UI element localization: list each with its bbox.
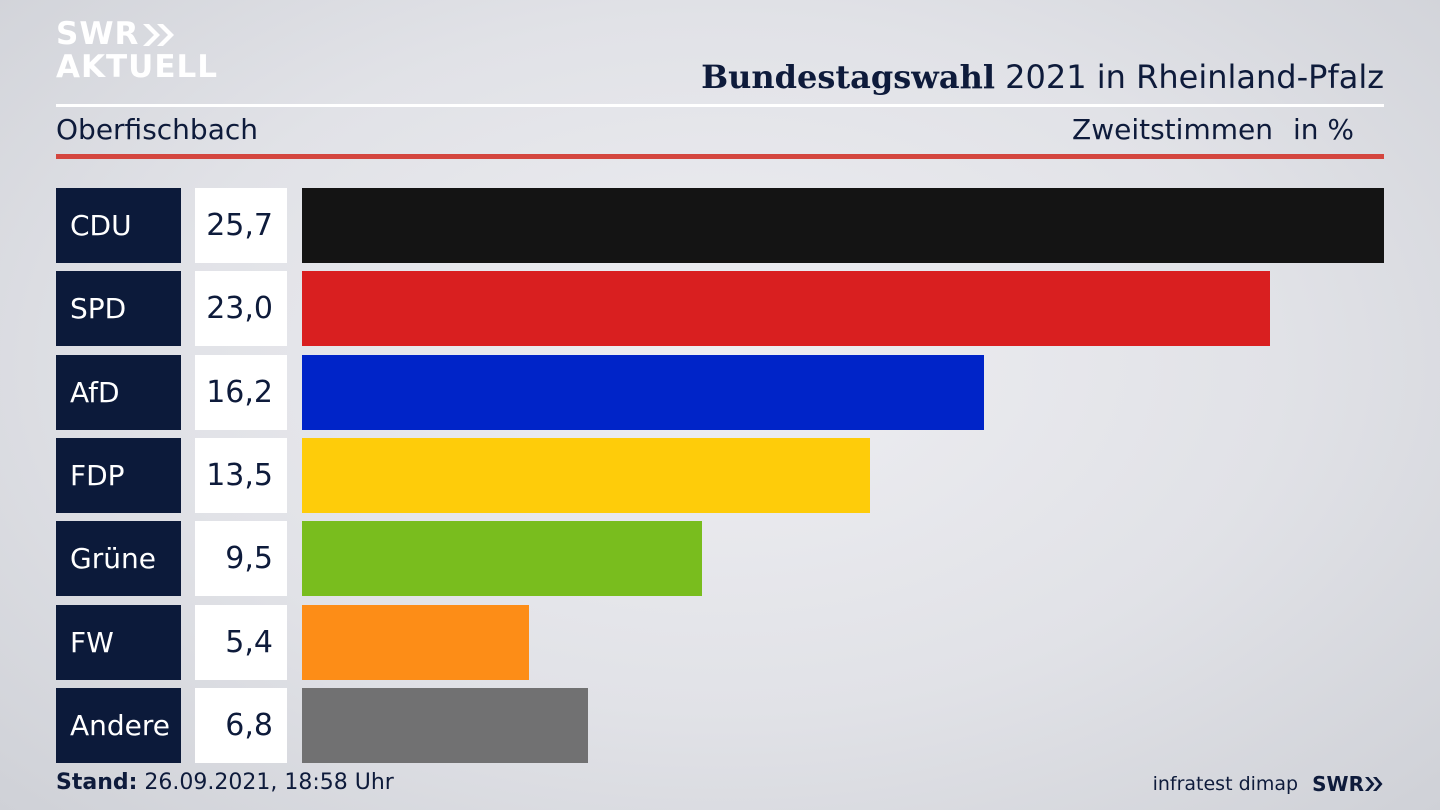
- party-label: Grüne: [56, 521, 181, 597]
- unit-label: in %: [1292, 113, 1354, 146]
- accent-divider: [56, 154, 1384, 159]
- bar-row: Andere 6,8: [56, 687, 1384, 763]
- value-label: 16,2: [195, 354, 287, 430]
- bar: [302, 271, 1271, 347]
- value-label: 13,5: [195, 437, 287, 513]
- party-label: FDP: [56, 437, 181, 513]
- bar-row: CDU 25,7: [56, 188, 1384, 263]
- bar: [302, 687, 589, 763]
- party-label: CDU: [56, 188, 181, 263]
- bar: [302, 437, 871, 513]
- value-label: 23,0: [195, 271, 287, 347]
- bar: [302, 188, 1384, 263]
- stand-value: 26.09.2021, 18:58 Uhr: [137, 770, 394, 795]
- bar: [302, 604, 530, 680]
- timestamp: Stand: 26.09.2021, 18:58 Uhr: [56, 770, 394, 795]
- bar-row: FDP 13,5: [56, 437, 1384, 513]
- swr-aktuell-logo: SWR AKTUELL: [56, 18, 218, 84]
- bar-row: Grüne 9,5: [56, 521, 1384, 597]
- measure-unit-label: Zweitstimmen in %: [1072, 113, 1354, 146]
- value-label: 25,7: [195, 188, 287, 263]
- stand-label: Stand:: [56, 770, 138, 795]
- swr-small-text: SWR: [1312, 772, 1364, 796]
- bar-row: FW 5,4: [56, 604, 1384, 680]
- party-label: Andere: [56, 687, 181, 763]
- party-label: AfD: [56, 354, 181, 430]
- location-label: Oberfischbach: [56, 113, 258, 146]
- party-label: FW: [56, 604, 181, 680]
- logo-line2: AKTUELL: [56, 49, 219, 85]
- bar: [302, 354, 985, 430]
- double-chevron-icon: [143, 23, 175, 46]
- source-credit: infratest dimap SWR: [1153, 772, 1384, 796]
- bar-row: AfD 16,2: [56, 354, 1384, 430]
- title-rest: 2021 in Rheinland-Pfalz: [995, 58, 1384, 96]
- double-chevron-icon: [1365, 777, 1383, 791]
- bar-row: SPD 23,0: [56, 271, 1384, 347]
- value-label: 6,8: [195, 687, 287, 763]
- title-bold: Bundestagswahl: [701, 58, 995, 96]
- party-label: SPD: [56, 271, 181, 347]
- header-divider: [56, 104, 1384, 107]
- chart-title: Bundestagswahl 2021 in Rheinland-Pfalz: [701, 58, 1384, 96]
- bar: [302, 521, 702, 597]
- measure-label: Zweitstimmen: [1072, 113, 1273, 146]
- swr-small-logo: SWR: [1312, 772, 1384, 796]
- value-label: 9,5: [195, 521, 287, 597]
- value-label: 5,4: [195, 604, 287, 680]
- pollster-label: infratest dimap: [1152, 773, 1299, 795]
- logo-line1: SWR: [56, 16, 140, 52]
